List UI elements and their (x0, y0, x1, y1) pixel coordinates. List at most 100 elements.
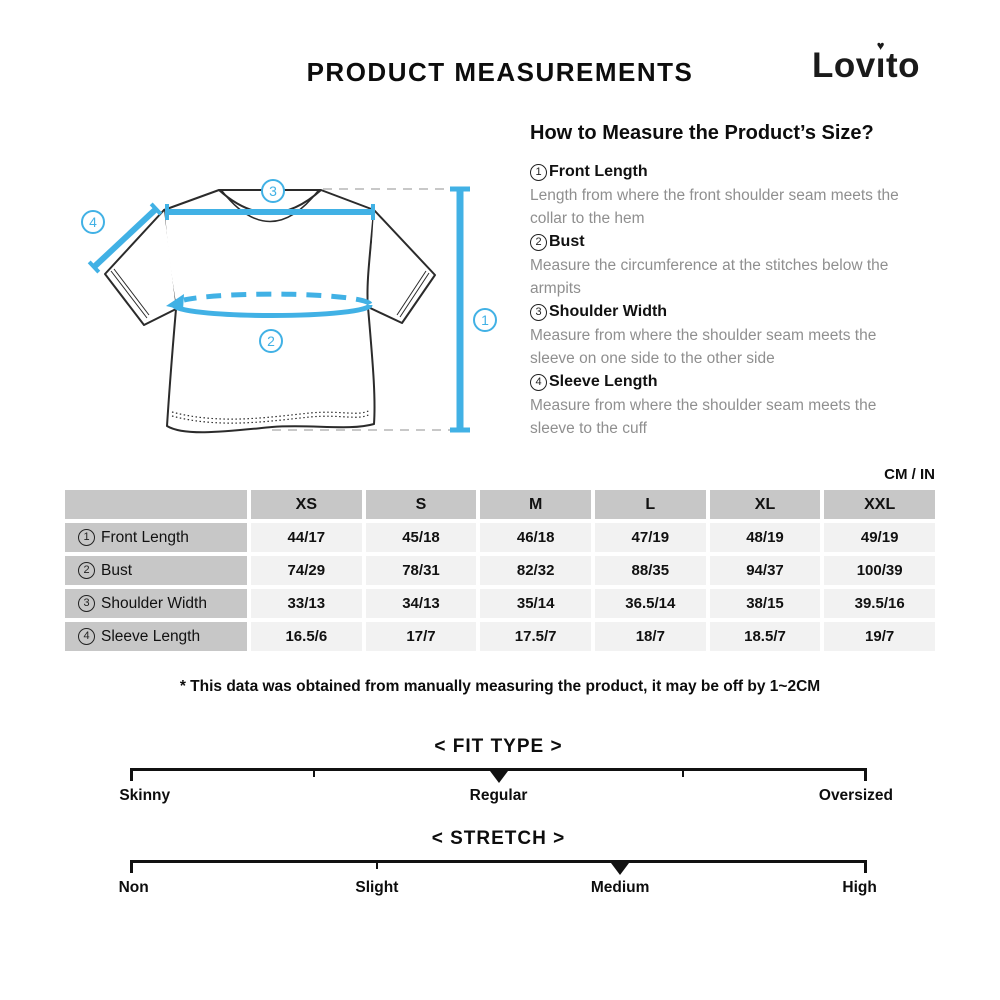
size-table: XS S M L XL XXL 1 Front Length 44/17 45/1… (65, 490, 935, 651)
circled-number-1: 1 (530, 163, 547, 181)
table-cell: 18/7 (594, 622, 706, 651)
bust-arrowhead (166, 294, 184, 310)
table-cell: 82/32 (480, 556, 591, 585)
table-cell: 35/14 (480, 589, 591, 618)
row-label-sleeve-length: 4 Sleeve Length (65, 622, 247, 651)
table-cell: 16.5/6 (251, 622, 362, 651)
measure-item-sleeve-length: 4 Sleeve Length Measure from where the sh… (530, 370, 910, 440)
sleeve-measure-line (91, 206, 159, 270)
tick-quarter (313, 768, 316, 777)
shoulder-measure-caps (165, 204, 375, 220)
hem-stitch (171, 409, 371, 424)
table-cell: 46/18 (480, 523, 591, 552)
left-sleeve (104, 209, 177, 326)
table-cell: 38/15 (709, 589, 821, 618)
fit-type-title: < FIT TYPE > (434, 736, 563, 757)
stretch-label-medium: Medium (590, 879, 650, 896)
measure-item-name: Bust (549, 233, 585, 250)
stretch-marker-icon (611, 863, 630, 875)
left-cuff-stitch (110, 268, 150, 319)
table-cell: 47/19 (594, 523, 706, 552)
heart-icon: ♥ (876, 38, 885, 53)
right-cuff-stitch (396, 270, 430, 318)
measure-item-desc: Length from where the front shoulder sea… (530, 187, 899, 227)
tick-slight (375, 860, 378, 869)
stretch-label-high: High (842, 879, 877, 896)
right-sleeve-fill (368, 210, 435, 323)
fit-type-axis (130, 768, 867, 771)
row-label-bust: 2 Bust (65, 556, 247, 585)
measure-item-name: Shoulder Width (549, 303, 668, 320)
column-header-l: L (594, 490, 706, 519)
svg-text:3: 3 (269, 183, 277, 199)
circled-number-3: 3 (530, 303, 547, 321)
stretch-label-non: Non (118, 879, 149, 896)
table-cell: 45/18 (365, 523, 477, 552)
measure-item-desc: Measure the circumference at the stitche… (530, 257, 889, 297)
table-cell: 17/7 (365, 622, 477, 651)
measure-item-bust: 2 Bust Measure the circumference at the s… (530, 230, 910, 300)
fit-type-scale: Skinny Regular Oversized (119, 768, 893, 808)
column-header-xs: XS (251, 490, 362, 519)
measurement-note: * This data was obtained from manually m… (179, 678, 821, 695)
row-label-shoulder-width: 3 Shoulder Width (65, 589, 247, 618)
tick-three-quarter (681, 768, 684, 777)
svg-text:2: 2 (267, 333, 275, 349)
table-cell: 33/13 (251, 589, 362, 618)
brand-text-left: Lov (812, 46, 876, 85)
front-length-caps (450, 186, 470, 433)
how-to-heading: How to Measure the Product’s Size? (530, 122, 874, 144)
table-cell: 78/31 (365, 556, 477, 585)
bust-arc-solid (171, 303, 373, 318)
column-header-m: M (480, 490, 591, 519)
table-cell: 18.5/7 (709, 622, 821, 651)
sleeve-measure-caps (87, 202, 163, 274)
table-cell: 19/7 (824, 622, 935, 651)
measure-item-front-length: 1 Front Length Length from where the fron… (530, 160, 910, 230)
fit-label-regular: Regular (469, 787, 528, 804)
table-cell: 39.5/16 (824, 589, 935, 618)
stretch-title: < STRETCH > (431, 828, 566, 849)
table-cell: 48/19 (709, 523, 821, 552)
svg-text:1: 1 (481, 312, 489, 328)
right-sleeve (367, 209, 436, 324)
tick-left-end (130, 768, 133, 781)
table-cell: 17.5/7 (480, 622, 591, 651)
stretch-label-slight: Slight (355, 879, 399, 896)
measure-item-desc: Measure from where the shoulder seam mee… (530, 327, 877, 367)
svg-text:4: 4 (89, 214, 97, 230)
tshirt-measurement-diagram: 3 4 2 1 (81, 179, 497, 434)
circled-number-2: 2 (530, 233, 547, 251)
column-header-xxl: XXL (824, 490, 935, 519)
tick-right-end (864, 860, 867, 873)
diagram-badge-4: 4 (81, 210, 105, 234)
diagram-badge-1: 1 (473, 308, 497, 332)
table-cell: 44/17 (251, 523, 362, 552)
diagram-badge-2: 2 (259, 329, 283, 353)
brand-logo: Lov ♥ ıto (812, 38, 921, 86)
table-corner-cell (65, 490, 247, 519)
table-cell: 88/35 (594, 556, 706, 585)
bust-arc-dashed (183, 291, 373, 306)
table-cell: 100/39 (824, 556, 935, 585)
table-cell: 36.5/14 (594, 589, 706, 618)
page-title: PRODUCT MEASUREMENTS (306, 57, 694, 87)
measure-item-shoulder-width: 3 Shoulder Width Measure from where the s… (530, 300, 910, 370)
measure-item-name: Front Length (549, 163, 648, 180)
how-to-measure-section: How to Measure the Product’s Size? 1 Fron… (530, 120, 910, 440)
stretch-scale: Non Slight Medium High (119, 860, 877, 900)
fit-label-oversized: Oversized (818, 787, 893, 804)
tick-right-end (864, 768, 867, 781)
column-header-s: S (365, 490, 477, 519)
brand-text-right: to (885, 46, 921, 85)
measure-item-name: Sleeve Length (549, 373, 658, 390)
fit-label-skinny: Skinny (119, 787, 171, 804)
table-cell: 94/37 (709, 556, 821, 585)
stretch-axis (130, 860, 867, 863)
tick-left-end (130, 860, 133, 873)
table-cell: 34/13 (365, 589, 477, 618)
brand-letter-i: ♥ ı (875, 38, 886, 85)
table-cell: 74/29 (251, 556, 362, 585)
row-label-front-length: 1 Front Length (65, 523, 247, 552)
